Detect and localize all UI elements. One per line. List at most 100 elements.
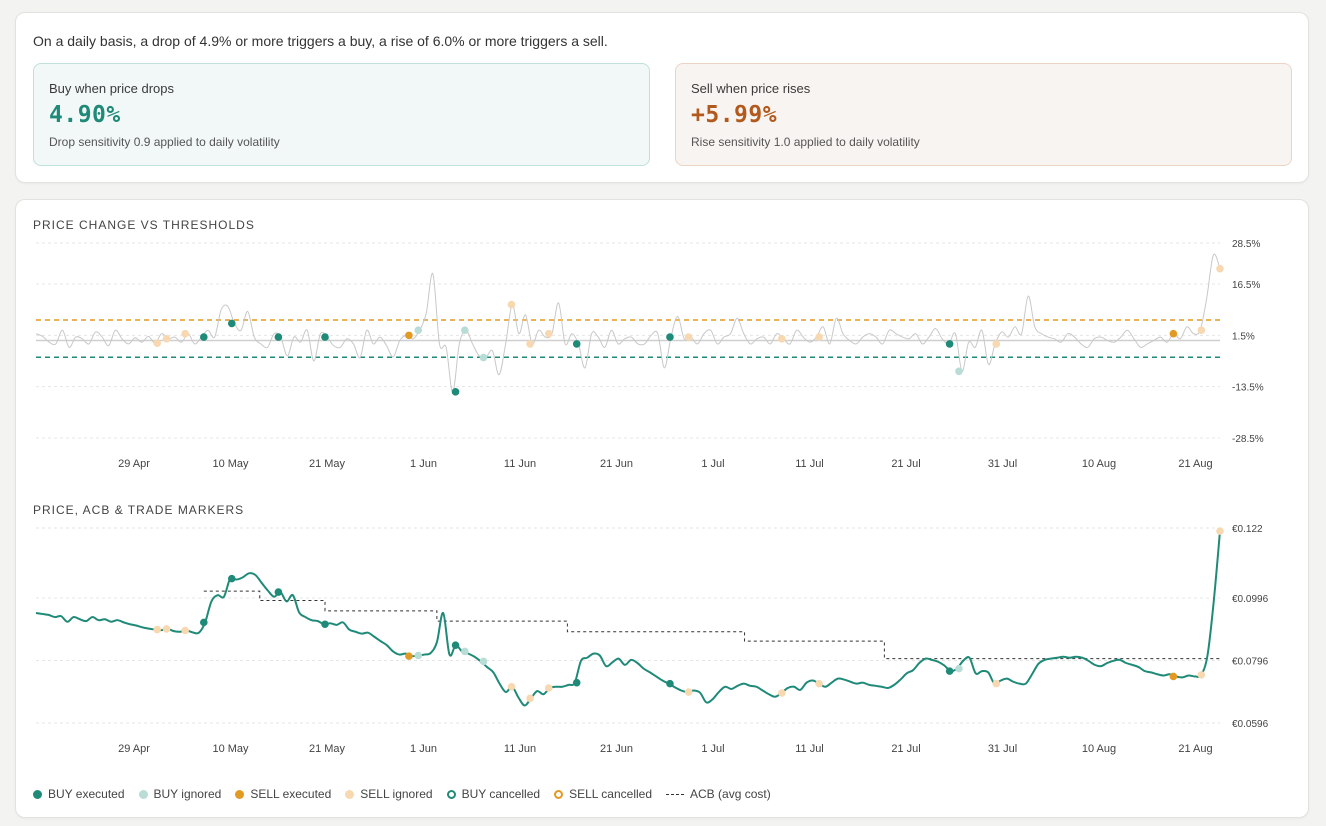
trade-marker <box>544 329 553 338</box>
trade-marker <box>572 340 581 348</box>
x-tick-label: 1 Jul <box>701 458 724 470</box>
trade-marker <box>1197 326 1206 335</box>
x-tick-label: 31 Jul <box>988 743 1017 755</box>
charts-card: PRICE CHANGE VS THRESHOLDS 28.5% 16.5% 1.5… <box>15 199 1309 818</box>
y-tick-label: €0.0996 <box>1232 594 1269 605</box>
buy-ignored-swatch <box>138 789 148 799</box>
x-tick-label: 29 Apr <box>118 743 150 755</box>
legend-buy-executed[interactable]: BUY executed <box>33 787 125 801</box>
legend-label: SELL cancelled <box>569 787 653 801</box>
price-chart-title: PRICE, ACB & TRADE MARKERS <box>33 503 245 517</box>
trade-marker <box>461 647 469 656</box>
sell-cancelled-swatch <box>554 789 564 799</box>
trade-marker <box>684 688 693 696</box>
chart-legend: BUY executed BUY ignored SELL executed S… <box>33 787 771 801</box>
buy-cancelled-swatch <box>446 789 456 799</box>
x-tick-label: 21 May <box>309 458 346 470</box>
threshold-summary-card: On a daily basis, a drop of 4.9% or more… <box>15 12 1309 183</box>
y-tick-label: €0.122 <box>1232 524 1263 535</box>
trade-marker <box>227 319 236 328</box>
x-tick-label: 21 Jul <box>891 458 920 470</box>
legend-label: BUY executed <box>48 787 125 801</box>
x-tick-label: 21 Jul <box>891 743 920 755</box>
price-change-line <box>35 253 1221 393</box>
sell-ignored-swatch <box>345 789 355 799</box>
trade-marker <box>778 689 786 697</box>
acb-swatch <box>666 793 685 795</box>
y-tick-label: 28.5% <box>1232 239 1260 250</box>
trade-marker <box>666 333 674 341</box>
trade-marker <box>1169 672 1178 681</box>
trade-marker <box>227 574 236 583</box>
y-tick-label: -13.5% <box>1232 383 1264 394</box>
trade-marker <box>955 367 963 376</box>
trade-marker <box>955 664 963 673</box>
y-tick-label: €0.0596 <box>1232 719 1269 730</box>
trade-marker <box>992 679 1001 688</box>
trade-marker <box>666 679 674 688</box>
x-tick-label: 21 May <box>309 743 346 755</box>
legend-label: SELL executed <box>250 787 332 801</box>
trade-marker <box>526 694 534 703</box>
trade-marker <box>451 641 460 649</box>
trade-marker <box>153 339 161 348</box>
trade-marker <box>507 682 516 691</box>
trade-marker <box>815 333 823 341</box>
legend-label: BUY cancelled <box>461 787 541 801</box>
buy-executed-swatch <box>33 789 42 799</box>
buy-threshold-card: Buy when price drops 4.90% Drop sensitiv… <box>33 63 650 166</box>
trade-marker <box>526 340 534 348</box>
trade-marker <box>321 333 329 341</box>
price-line <box>35 531 1221 707</box>
price-acb-chart: €0.122 €0.0996 €0.0796 €0.0596 29 Apr 10 May 2… <box>35 524 1269 755</box>
trade-marker <box>544 684 553 692</box>
trade-marker <box>1216 527 1224 535</box>
x-tick-label: 11 Jun <box>504 458 536 470</box>
trade-marker <box>572 678 581 687</box>
legend-buy-ignored[interactable]: BUY ignored <box>138 787 222 801</box>
legend-sell-executed[interactable]: SELL executed <box>235 787 331 801</box>
trade-marker <box>274 333 283 341</box>
y-tick-label: 1.5% <box>1232 331 1255 342</box>
legend-sell-ignored[interactable]: SELL ignored <box>345 787 433 801</box>
trade-marker <box>992 340 1001 348</box>
trade-marker <box>181 329 189 338</box>
sell-threshold-card: Sell when price rises +5.99% Rise sensit… <box>675 63 1292 166</box>
trade-marker <box>414 326 423 335</box>
x-tick-label: 1 Jun <box>410 458 437 470</box>
trade-marker <box>200 333 208 341</box>
trade-marker <box>507 300 516 309</box>
trade-marker <box>479 353 488 362</box>
y-tick-label: -28.5% <box>1232 434 1264 445</box>
trade-marker <box>162 334 171 343</box>
legend-sell-cancelled[interactable]: SELL cancelled <box>554 787 652 801</box>
legend-acb[interactable]: ACB (avg cost) <box>666 787 771 801</box>
legend-label: BUY ignored <box>153 787 222 801</box>
x-tick-label: 21 Jun <box>600 458 633 470</box>
legend-label: ACB (avg cost) <box>690 787 771 801</box>
trade-marker <box>815 679 823 688</box>
trade-marker <box>153 625 161 634</box>
trade-marker <box>181 626 189 635</box>
trade-marker <box>1169 329 1178 338</box>
trade-marker <box>461 326 469 335</box>
trade-marker <box>945 667 954 675</box>
legend-label: SELL ignored <box>360 787 433 801</box>
x-tick-label: 10 Aug <box>1082 458 1116 470</box>
trade-marker <box>1197 671 1206 679</box>
trade-marker <box>162 625 171 633</box>
trade-marker <box>451 388 460 396</box>
x-tick-label: 21 Aug <box>1178 743 1212 755</box>
x-tick-label: 10 May <box>212 743 249 755</box>
x-tick-label: 21 Aug <box>1178 458 1212 470</box>
trade-marker <box>274 588 283 596</box>
buy-threshold-note: Drop sensitivity 0.9 applied to daily vo… <box>49 135 280 149</box>
acb-line <box>203 590 1220 660</box>
sell-threshold-label: Sell when price rises <box>691 81 811 96</box>
x-tick-label: 10 May <box>212 458 249 470</box>
sell-threshold-value: +5.99% <box>691 102 778 128</box>
sell-threshold-note: Rise sensitivity 1.0 applied to daily vo… <box>691 135 920 149</box>
buy-threshold-label: Buy when price drops <box>49 81 175 96</box>
legend-buy-cancelled[interactable]: BUY cancelled <box>446 787 541 801</box>
x-tick-label: 11 Jul <box>795 743 824 755</box>
